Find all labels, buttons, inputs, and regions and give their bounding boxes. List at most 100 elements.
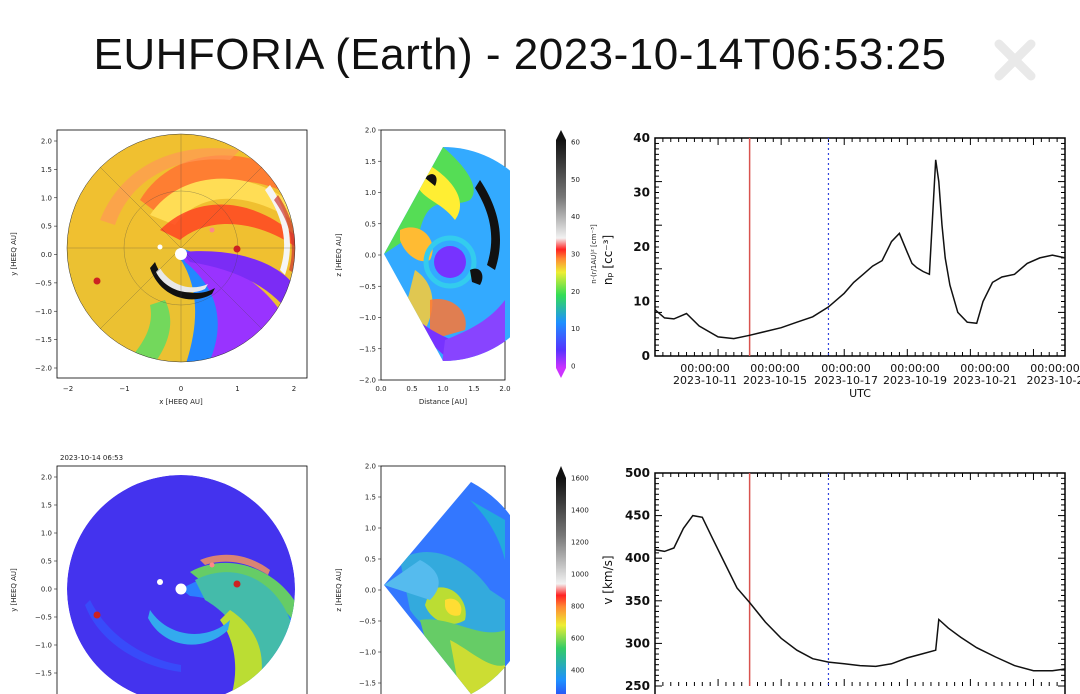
row2-timestamp: 2023-10-14 06:53 (60, 454, 123, 462)
map3-ytick: −0.5 (35, 614, 52, 622)
xtick-time: 00:00:00 (960, 362, 1009, 375)
map4-ytick: 1.5 (365, 494, 376, 502)
ytick-label: 30 (633, 186, 650, 200)
map1-ytick: −1.5 (35, 336, 52, 344)
map2-ytick: 0.5 (365, 220, 376, 228)
velocity-timeseries: 250 300 350 400 450 500 v [km/s] (601, 466, 1066, 694)
map2-ytick: 0.0 (365, 252, 376, 260)
map4-ytick: 0.0 (365, 587, 376, 595)
xtick-time: 00:00:00 (680, 362, 729, 375)
map1-xlabel: x [HEEQ AU] (159, 398, 203, 406)
ytick-label: 20 (633, 240, 650, 254)
map1-xtick: −2 (63, 385, 73, 393)
map2-xtick: 0.5 (406, 385, 417, 393)
series-line (654, 514, 1066, 672)
map2-xtick: 2.0 (499, 385, 510, 393)
map2-ytick: 1.0 (365, 189, 376, 197)
map3-ytick: 1.0 (41, 530, 52, 538)
colorbar1-tick: 40 (571, 213, 580, 221)
xtick-time: 00:00:00 (750, 362, 799, 375)
map4-ytick: −0.5 (359, 618, 376, 626)
xtick-date: 2023-10-2 (1027, 374, 1080, 387)
map4-ytick: 1.0 (365, 525, 376, 533)
map1-ytick: −2.0 (35, 365, 52, 373)
map2-ytick: 1.5 (365, 158, 376, 166)
colorbar2-tick: 400 (571, 667, 584, 675)
map1-ytick: 1.0 (41, 194, 52, 202)
map2-xtick: 0.0 (375, 385, 386, 393)
map4-ytick: −1.0 (359, 649, 376, 657)
density-xlabel: UTC (849, 387, 871, 400)
map3-ytick: 2.0 (41, 474, 52, 482)
ytick-label: 300 (625, 636, 650, 650)
colorbar2-tick: 1400 (571, 507, 589, 515)
xtick-date: 2023-10-17 (814, 374, 878, 387)
colorbar1-tick: 10 (571, 325, 580, 333)
ytick-label: 10 (633, 295, 650, 309)
xtick-date: 2023-10-21 (953, 374, 1017, 387)
colorbar1-label: n·(r/1AU)² [cm⁻³] (590, 224, 598, 284)
colorbar2-tick: 1000 (571, 571, 589, 579)
map4-ytick: 0.5 (365, 556, 376, 564)
velocity-ylabel: v [km/s] (601, 555, 615, 604)
map2-ylabel: z [HEEQ AU] (335, 233, 343, 276)
map4-ylabel: z [HEEQ AU] (335, 568, 343, 611)
xtick-time: 00:00:00 (821, 362, 870, 375)
velocity-map-xz: z [HEEQ AU] 2.0 1.5 1.0 0.5 0.0 −0.5 −1.0 −1.5 (335, 463, 510, 694)
map1-ytick: −1.0 (35, 308, 52, 316)
ytick-label: 350 (625, 594, 650, 608)
colorbar1-tick: 30 (571, 251, 580, 259)
map1-ylabel: y [HEEQ AU] (10, 232, 18, 276)
xtick-time: 00:00:00 (890, 362, 939, 375)
map3-ytick: 0.0 (41, 586, 52, 594)
map1-ytick: −0.5 (35, 279, 52, 287)
colorbar1-tick: 0 (571, 363, 575, 371)
map1-xtick: 2 (292, 385, 296, 393)
ytick-label: 40 (633, 131, 650, 145)
map2-ytick: −0.5 (359, 283, 376, 291)
map3-ytick: −1.5 (35, 670, 52, 678)
map2-ytick: 2.0 (365, 127, 376, 135)
map1-ytick: 1.5 (41, 166, 52, 174)
velocity-map-xy: y [HEEQ AU] 2.0 1.5 1.0 0.5 0.0 −0.5 −1.0 −1.5 (10, 465, 308, 694)
xtick-date: 2023-10-19 (883, 374, 947, 387)
map1-ytick: 0.0 (41, 251, 52, 259)
map4-ytick: 2.0 (365, 463, 376, 471)
colorbar1-tick: 20 (571, 288, 580, 296)
map2-ytick: −1.0 (359, 314, 376, 322)
map1-ytick: 2.0 (41, 138, 52, 146)
velocity-colorbar: 1600 1400 1200 1000 800 600 400 (556, 466, 589, 694)
series-line (654, 159, 1066, 340)
map4-ytick: −1.5 (359, 680, 376, 688)
map1-ytick: 0.5 (41, 223, 52, 231)
map3-ytick: 0.5 (41, 558, 52, 566)
colorbar2-tick: 1200 (571, 539, 589, 547)
map2-ytick: −1.5 (359, 345, 376, 353)
ytick-label: 450 (625, 509, 650, 523)
close-icon[interactable] (985, 30, 1045, 90)
map2-xtick: 1.5 (468, 385, 479, 393)
ytick-label: 500 (625, 466, 650, 480)
colorbar2-tick: 800 (571, 603, 584, 611)
map1-xtick: −1 (119, 385, 129, 393)
map2-ytick: −2.0 (359, 377, 376, 385)
xtick-date: 2023-10-15 (743, 374, 807, 387)
density-colorbar: 60 50 40 30 20 10 0 n·(r/1AU)² [cm⁻³] (556, 130, 598, 378)
density-ylabel: nₚ [cc⁻³] (601, 235, 615, 285)
ytick-label: 0 (642, 349, 650, 363)
colorbar1-tick: 60 (571, 139, 580, 147)
ytick-label: 250 (625, 679, 650, 693)
density-map-xy: y [HEEQ AU] x [HEEQ AU] 2.0 1.5 1.0 0.5 0.0 −… (10, 129, 308, 406)
map2-xtick: 1.0 (437, 385, 448, 393)
page-title: EUHFORIA (Earth) - 2023-10-14T06:53:25 (93, 30, 947, 79)
ytick-label: 400 (625, 551, 650, 565)
colorbar2-tick: 1600 (571, 475, 589, 483)
map3-ylabel: y [HEEQ AU] (10, 568, 18, 612)
map1-xtick: 1 (235, 385, 239, 393)
colorbar1-tick: 50 (571, 176, 580, 184)
map1-xtick: 0 (179, 385, 183, 393)
xtick-time: 00:00:00 (1030, 362, 1079, 375)
density-map-xz: z [HEEQ AU] Distance [AU] 2.0 1.5 1.0 0.5 0.… (335, 127, 511, 407)
